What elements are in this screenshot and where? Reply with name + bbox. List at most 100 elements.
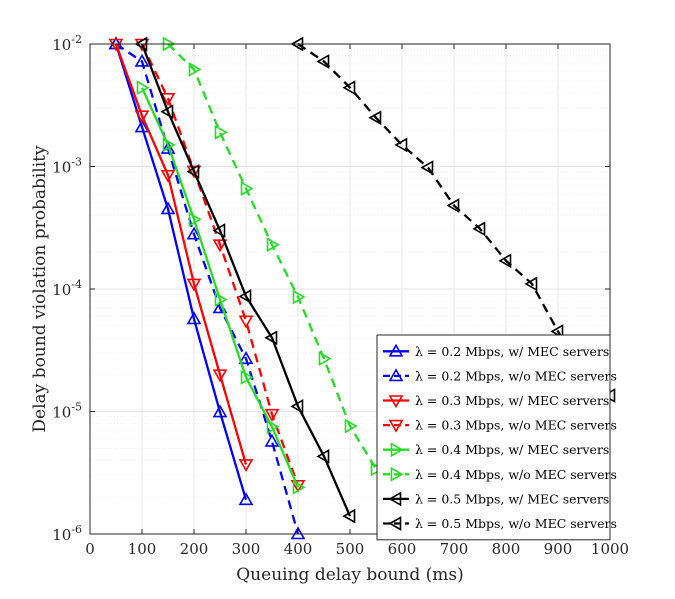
data-point <box>134 110 150 124</box>
x-tick-label: 200 <box>180 540 209 558</box>
data-point <box>266 237 280 253</box>
legend-label: λ = 0.2 Mbps, w/o MEC servers <box>415 368 617 383</box>
legend-marker <box>388 491 402 507</box>
y-axis-title: Delay bound violation probability <box>30 145 50 433</box>
series-line <box>114 43 248 501</box>
legend-item: λ = 0.4 Mbps, w/o MEC servers <box>383 467 617 482</box>
data-point <box>186 164 200 179</box>
y-tick-label: 10-3 <box>52 156 82 177</box>
data-point <box>136 80 150 96</box>
y-tick-label: 10-5 <box>52 401 82 422</box>
data-point <box>212 223 226 238</box>
data-point <box>266 419 280 435</box>
data-point <box>292 289 306 305</box>
x-tick-label: 0 <box>85 540 95 558</box>
data-point <box>394 137 408 153</box>
x-tick-label: 500 <box>336 540 365 558</box>
x-tick-label: 1000 <box>591 540 629 558</box>
x-tick-label: 800 <box>492 540 521 558</box>
data-point <box>188 62 202 77</box>
x-tick-label: 100 <box>128 540 157 558</box>
series-3 <box>108 38 254 473</box>
data-point <box>498 253 512 269</box>
data-point <box>290 526 306 540</box>
legend-marker <box>388 395 404 409</box>
data-point <box>160 140 176 154</box>
series-line <box>140 43 352 517</box>
data-point <box>212 404 228 418</box>
legend-marker <box>388 516 402 531</box>
data-point <box>134 53 150 67</box>
legend-label: λ = 0.2 Mbps, w/ MEC servers <box>415 344 609 359</box>
series-7 <box>134 36 356 524</box>
legend-label: λ = 0.3 Mbps, w/o MEC servers <box>415 418 617 433</box>
legend-box <box>376 334 611 541</box>
data-point <box>342 508 356 524</box>
legend-item: λ = 0.2 Mbps, w/ MEC servers <box>383 343 609 359</box>
legend-item: λ = 0.3 Mbps, w/ MEC servers <box>383 393 609 409</box>
legend-marker <box>388 419 404 433</box>
legend-marker <box>388 368 404 382</box>
data-point <box>316 54 330 69</box>
series-6 <box>162 36 384 477</box>
data-point <box>160 93 176 106</box>
data-point <box>238 315 254 329</box>
series-line <box>115 43 300 535</box>
legend-marker <box>390 442 404 458</box>
legend-label: λ = 0.4 Mbps, w/o MEC servers <box>415 467 617 482</box>
legend: λ = 0.2 Mbps, w/ MEC servers λ = 0.2 Mbps… <box>376 334 617 541</box>
data-point <box>134 38 150 52</box>
ticks: 0 100 200 300 400 500 600 700 800 900 1000 10-6 10-5… <box>52 33 629 558</box>
y-tick-label: 10-6 <box>52 523 82 544</box>
data-point <box>316 449 330 464</box>
series-line <box>167 43 377 470</box>
data-point <box>214 292 228 307</box>
x-tick-label: 300 <box>232 540 261 558</box>
legend-label: λ = 0.3 Mbps, w/ MEC servers <box>415 393 609 408</box>
data-point <box>160 201 176 215</box>
data-point <box>264 408 280 422</box>
data-point <box>472 221 486 237</box>
x-tick-label: 700 <box>440 540 469 558</box>
legend-item: λ = 0.4 Mbps, w/ MEC servers <box>383 442 609 457</box>
y-tick-label: 10-4 <box>52 278 82 299</box>
data-point <box>186 311 202 325</box>
series-2 <box>108 36 306 540</box>
data-point <box>238 459 254 473</box>
data-point <box>186 165 202 179</box>
data-point <box>238 289 252 304</box>
series-line <box>140 87 300 488</box>
data-point <box>134 119 150 133</box>
data-point <box>160 169 176 183</box>
y-tick-label: 10-2 <box>52 33 82 54</box>
data-point <box>108 38 124 52</box>
data-point <box>368 110 382 126</box>
data-point <box>446 198 460 213</box>
legend-item: λ = 0.5 Mbps, w/ MEC servers <box>383 491 609 506</box>
series-4 <box>134 38 306 493</box>
x-tick-label: 600 <box>388 540 417 558</box>
series-line <box>114 43 248 465</box>
data-point <box>264 330 278 346</box>
series-line <box>140 43 300 486</box>
data-point <box>240 181 254 196</box>
data-point <box>292 480 306 495</box>
data-point <box>160 104 174 120</box>
data-point <box>342 80 356 96</box>
data-point <box>212 239 228 253</box>
series-5 <box>136 80 306 495</box>
data-point <box>420 160 434 175</box>
x-tick-label: 400 <box>284 540 313 558</box>
data-point <box>550 324 564 339</box>
legend-label: λ = 0.5 Mbps, w/o MEC servers <box>415 516 617 531</box>
legend-label: λ = 0.5 Mbps, w/ MEC servers <box>415 491 609 506</box>
data-point <box>238 351 254 364</box>
data-point <box>212 369 228 383</box>
data-point <box>264 433 280 447</box>
series-line <box>297 43 611 397</box>
data-point <box>162 137 176 153</box>
data-point <box>524 276 538 292</box>
data-point <box>238 492 254 506</box>
x-tick-label: 900 <box>544 540 573 558</box>
